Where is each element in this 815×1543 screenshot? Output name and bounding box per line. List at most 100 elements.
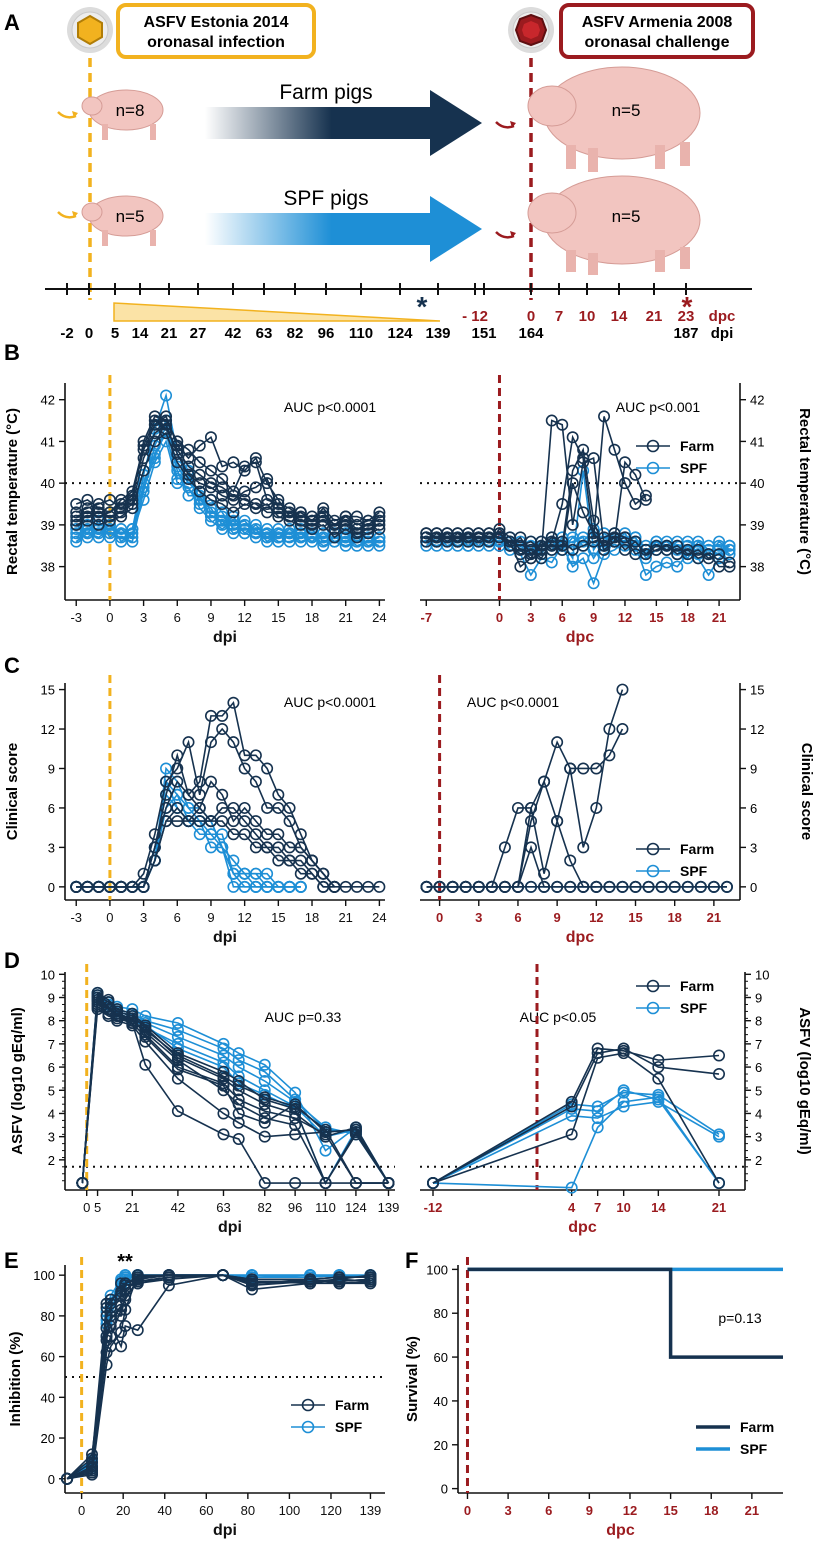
data-point: [339, 539, 352, 552]
data-point: [232, 1054, 245, 1067]
data-point: [350, 510, 363, 523]
data-point: [227, 828, 240, 841]
legend-label: SPF: [335, 1419, 363, 1435]
x-tick-label: 18: [305, 610, 319, 625]
data-point: [227, 493, 240, 506]
data-point: [137, 880, 150, 893]
data-point: [587, 577, 600, 590]
data-point: [639, 568, 652, 581]
data-point: [566, 477, 579, 490]
data-point: [294, 506, 307, 519]
panel-letter: E: [4, 1248, 19, 1273]
data-point: [702, 568, 715, 581]
data-point: [587, 552, 600, 565]
data-point: [126, 485, 139, 498]
data-point: [115, 493, 128, 506]
x-tick-label: 110: [315, 1200, 336, 1215]
data-point: [148, 414, 161, 427]
data-point: [126, 1017, 139, 1030]
data-point: [115, 527, 128, 540]
data-point: [111, 1003, 124, 1016]
data-point: [249, 880, 262, 893]
data-point: [249, 481, 262, 494]
estonia-title-line1: ASFV Estonia 2014: [144, 14, 289, 31]
data-point: [306, 518, 319, 531]
data-point: [81, 493, 94, 506]
x-tick-label: 6: [514, 910, 521, 925]
x-tick-label: 21: [745, 1503, 759, 1518]
data-point: [204, 477, 217, 490]
data-point: [272, 527, 285, 540]
dpi-tick-63: 63: [256, 325, 273, 342]
data-point: [317, 510, 330, 523]
data-point: [618, 456, 631, 469]
data-point: [283, 815, 296, 828]
x-tick-label: 21: [338, 610, 352, 625]
x-tick-label: 42: [171, 1200, 185, 1215]
data-point: [294, 854, 307, 867]
data-point: [525, 880, 538, 893]
data-point: [193, 439, 206, 452]
data-point: [70, 510, 83, 523]
y-tick-label: 4: [755, 1106, 762, 1121]
data-point: [535, 539, 548, 552]
data-point: [283, 502, 296, 515]
data-point: [92, 510, 105, 523]
y-tick-label: 9: [755, 991, 762, 1006]
dpc-tick-21: 21: [646, 308, 663, 325]
data-point: [227, 736, 240, 749]
data-point: [566, 560, 579, 573]
chart-b-right: -7 0 3 6 9 12 15 18 21 38 39 40 41 42 dpc Rectal temper…: [420, 375, 813, 646]
spf-arrow-icon: [205, 196, 482, 262]
data-point: [171, 1017, 184, 1030]
data-point: [328, 531, 341, 544]
data-point: [115, 510, 128, 523]
data-point: [204, 493, 217, 506]
data-point: [294, 518, 307, 531]
data-point: [246, 1277, 259, 1290]
chart-annotation: **: [117, 1251, 133, 1273]
chart-annotation: AUC p<0.0001: [284, 399, 376, 415]
data-point: [148, 841, 161, 854]
data-point: [538, 775, 551, 788]
x-tick-label: 9: [207, 910, 214, 925]
data-point: [261, 867, 274, 880]
data-point: [525, 801, 538, 814]
y-tick-label: 7: [48, 1037, 55, 1052]
data-point: [362, 539, 375, 552]
data-point: [182, 460, 195, 473]
data-point: [272, 502, 285, 515]
chart-annotation: p=0.13: [718, 1310, 761, 1326]
series-line: [75, 431, 380, 539]
data-point: [694, 880, 707, 893]
series-farm: [70, 815, 341, 893]
data-point: [294, 535, 307, 548]
armenia-title-box: [559, 3, 755, 59]
data-point: [204, 709, 217, 722]
data-point: [524, 568, 537, 581]
data-point: [70, 498, 83, 511]
data-point: [587, 535, 600, 548]
data-point: [720, 880, 733, 893]
data-point: [566, 431, 579, 444]
data-point: [577, 841, 590, 854]
data-point: [115, 1277, 128, 1290]
data-point: [655, 880, 668, 893]
panel-a-letter: A: [4, 10, 20, 35]
data-point: [261, 523, 274, 536]
data-point: [498, 880, 511, 893]
data-point: [566, 543, 579, 556]
data-point: [216, 523, 229, 536]
data-point: [272, 828, 285, 841]
y-tick-label: 4: [48, 1106, 55, 1121]
dpc-tick-23: 23: [678, 308, 695, 325]
data-point: [100, 1334, 113, 1347]
series-farm: [420, 880, 733, 893]
data-point: [272, 506, 285, 519]
timeline-asterisk: *: [417, 291, 428, 322]
x-tick-label: 9: [590, 610, 597, 625]
data-point: [160, 815, 173, 828]
data-point: [373, 510, 386, 523]
dpi-tick-139: 139: [425, 325, 450, 342]
data-point: [258, 1177, 271, 1190]
